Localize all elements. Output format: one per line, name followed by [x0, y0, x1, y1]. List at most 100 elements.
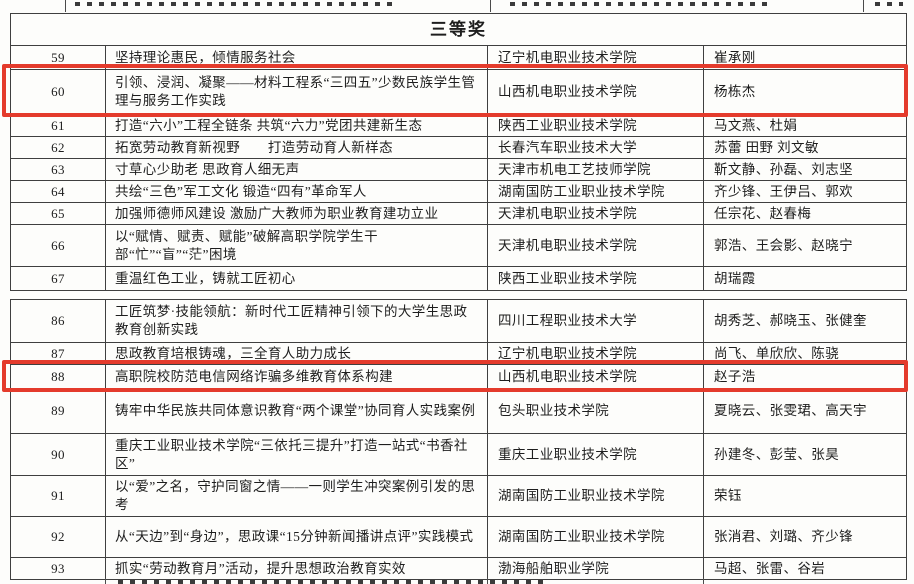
awardee-names: 任宗花、赵春梅	[703, 202, 907, 225]
table-row: 89 铸牢中华民族共同体意识教育“两个课堂”协同育人实践案例 包头职业技术学院 …	[10, 388, 907, 434]
awards-table-upper: 三等奖 59 坚持理论惠民，倾情服务社会 辽宁机电职业技术学院 崔承刚 60 引…	[10, 13, 907, 291]
project-title: 以“赋情、赋责、赋能”破解高职学院学生干部“忙”“盲”“茫”困境	[105, 224, 488, 267]
awards-table-lower: 86 工匠筑梦·技能领航：新时代工匠精神引领下的大学生思政教育创新实践 四川工程…	[10, 299, 907, 580]
project-title: 抓实“劳动教育月”活动，提升思想政治教育实效	[105, 557, 488, 580]
institution: 重庆工业职业技术学院	[487, 433, 704, 476]
row-number: 62	[10, 136, 106, 159]
third-prize-header: 三等奖	[10, 13, 907, 46]
table-row: 59 坚持理论惠民，倾情服务社会 辽宁机电职业技术学院 崔承刚	[10, 45, 907, 70]
clipped-text-fragment	[875, 2, 903, 6]
institution: 天津市机电工艺技师学院	[487, 158, 704, 181]
institution: 辽宁机电职业技术学院	[487, 342, 704, 365]
row-number: 61	[10, 114, 106, 137]
institution: 湖南国防工业职业技术学院	[487, 475, 704, 517]
table-row: 91 以“爱”之名，守护同窗之情——一则学生冲突案例引发的思考 湖南国防工业职业…	[10, 475, 907, 517]
awardee-names: 胡秀芝、郝晓玉、张健奎	[703, 299, 907, 343]
project-title: 坚持理论惠民，倾情服务社会	[105, 45, 488, 70]
clipped-top-row	[10, 0, 906, 13]
awardee-names: 马超、张雷、谷岩	[703, 557, 907, 580]
project-title: 高职院校防范电信网络诈骗多维教育体系构建	[105, 364, 488, 389]
table-row: 66 以“赋情、赋责、赋能”破解高职学院学生干部“忙”“盲”“茫”困境 天津机电…	[10, 224, 907, 267]
table-row: 67 重温红色工业，铸就工匠初心 陕西工业职业技术学院 胡瑞霞	[10, 266, 907, 291]
row-number: 59	[10, 45, 106, 70]
table-row: 65 加强师德师风建设 激励广大教师为职业教育建功立业 天津机电职业技术学院 任…	[10, 202, 907, 225]
row-number: 60	[10, 69, 106, 115]
institution: 湖南国防工业职业技术学院	[487, 180, 704, 203]
table-row: 93 抓实“劳动教育月”活动，提升思想政治教育实效 渤海船舶职业学院 马超、张雷…	[10, 557, 907, 580]
awardee-names: 孙建冬、彭莹、张昊	[703, 433, 907, 476]
awardee-names: 崔承刚	[703, 45, 907, 70]
awardee-names: 夏晓云、张雯珺、高天宇	[703, 388, 907, 434]
awardee-names: 荣钰	[703, 475, 907, 517]
project-title: 以“爱”之名，守护同窗之情——一则学生冲突案例引发的思考	[105, 475, 488, 517]
project-title: 铸牢中华民族共同体意识教育“两个课堂”协同育人实践案例	[105, 388, 488, 434]
row-number: 93	[10, 557, 106, 580]
table-row: 63 寸草心少助老 思政育人细无声 天津市机电工艺技师学院 靳文静、孙磊、刘志坚	[10, 158, 907, 181]
row-number: 64	[10, 180, 106, 203]
awardee-names: 杨栋杰	[703, 69, 907, 115]
project-title: 工匠筑梦·技能领航：新时代工匠精神引领下的大学生思政教育创新实践	[105, 299, 488, 343]
cell-divider	[703, 578, 704, 584]
row-number: 92	[10, 516, 106, 558]
cell-divider	[105, 578, 106, 584]
table-row: 90 重庆工业职业技术学院“三依托三提升”打造一站式“书香社区” 重庆工业职业技…	[10, 433, 907, 476]
table-row-highlighted: 88 高职院校防范电信网络诈骗多维教育体系构建 山西机电职业技术学院 赵子浩	[10, 364, 907, 389]
row-number: 86	[10, 299, 106, 343]
project-title: 重温红色工业，铸就工匠初心	[105, 266, 488, 291]
institution: 山西机电职业技术学院	[487, 364, 704, 389]
awardee-names: 马文燕、杜娟	[703, 114, 907, 137]
cell-divider	[490, 0, 491, 12]
table-row: 62 拓宽劳动教育新视野 打造劳动育人新样态 长春汽车职业技术大学 苏蕾 田野 …	[10, 136, 907, 159]
table-row: 64 共绘“三色”军工文化 锻造“四有”革命军人 湖南国防工业职业技术学院 齐少…	[10, 180, 907, 203]
clipped-text-fragment	[510, 2, 770, 6]
table-row: 86 工匠筑梦·技能领航：新时代工匠精神引领下的大学生思政教育创新实践 四川工程…	[10, 299, 907, 343]
project-title: 引领、浸润、凝聚——材料工程系“三四五”少数民族学生管理与服务工作实践	[105, 69, 488, 115]
table-row-highlighted: 60 引领、浸润、凝聚——材料工程系“三四五”少数民族学生管理与服务工作实践 山…	[10, 69, 907, 115]
row-number: 87	[10, 342, 106, 365]
cell-divider	[863, 0, 864, 12]
institution: 包头职业技术学院	[487, 388, 704, 434]
project-title: 寸草心少助老 思政育人细无声	[105, 158, 488, 181]
project-title: 打造“六小”工程全链条 共筑“六力”党团共建新生态	[105, 114, 488, 137]
row-number: 90	[10, 433, 106, 476]
awardee-names: 齐少锋、王伊吕、郭欢	[703, 180, 907, 203]
awardee-names: 赵子浩	[703, 364, 907, 389]
institution: 湖南国防工业职业技术学院	[487, 516, 704, 558]
institution: 山西机电职业技术学院	[487, 69, 704, 115]
awardee-names: 郭浩、王会影、赵晓宁	[703, 224, 907, 267]
institution: 陕西工业职业技术学院	[487, 114, 704, 137]
row-number: 89	[10, 388, 106, 434]
awardee-names: 张消君、刘璐、齐少锋	[703, 516, 907, 558]
row-number: 67	[10, 266, 106, 291]
institution: 四川工程职业技术大学	[487, 299, 704, 343]
table-row: 87 思政教育培根铸魂，三全育人助力成长 辽宁机电职业技术学院 尚飞、单欣欣、陈…	[10, 342, 907, 365]
institution: 渤海船舶职业学院	[487, 557, 704, 580]
project-title: 重庆工业职业技术学院“三依托三提升”打造一站式“书香社区”	[105, 433, 488, 476]
awardee-names: 胡瑞霞	[703, 266, 907, 291]
awardee-names: 尚飞、单欣欣、陈骁	[703, 342, 907, 365]
project-title: 从“天边”到“身边”，思政课“15分钟新闻播讲点评”实践模式	[105, 516, 488, 558]
institution: 辽宁机电职业技术学院	[487, 45, 704, 70]
institution: 长春汽车职业技术大学	[487, 136, 704, 159]
row-number: 88	[10, 364, 106, 389]
project-title: 加强师德师风建设 激励广大教师为职业教育建功立业	[105, 202, 488, 225]
awardee-names: 靳文静、孙磊、刘志坚	[703, 158, 907, 181]
row-number: 91	[10, 475, 106, 517]
clipped-text-fragment	[118, 580, 548, 584]
institution: 陕西工业职业技术学院	[487, 266, 704, 291]
row-number: 65	[10, 202, 106, 225]
cell-divider	[65, 0, 66, 12]
row-number: 66	[10, 224, 106, 267]
section-header-row: 三等奖	[10, 13, 907, 46]
project-title: 共绘“三色”军工文化 锻造“四有”革命军人	[105, 180, 488, 203]
clipped-bottom-row	[10, 578, 906, 584]
project-title: 思政教育培根铸魂，三全育人助力成长	[105, 342, 488, 365]
table-row: 92 从“天边”到“身边”，思政课“15分钟新闻播讲点评”实践模式 湖南国防工业…	[10, 516, 907, 558]
clipped-text-fragment	[75, 2, 395, 6]
institution: 天津机电职业技术学院	[487, 224, 704, 267]
row-number: 63	[10, 158, 106, 181]
awardee-names: 苏蕾 田野 刘文敏	[703, 136, 907, 159]
institution: 天津机电职业技术学院	[487, 202, 704, 225]
table-row: 61 打造“六小”工程全链条 共筑“六力”党团共建新生态 陕西工业职业技术学院 …	[10, 114, 907, 137]
